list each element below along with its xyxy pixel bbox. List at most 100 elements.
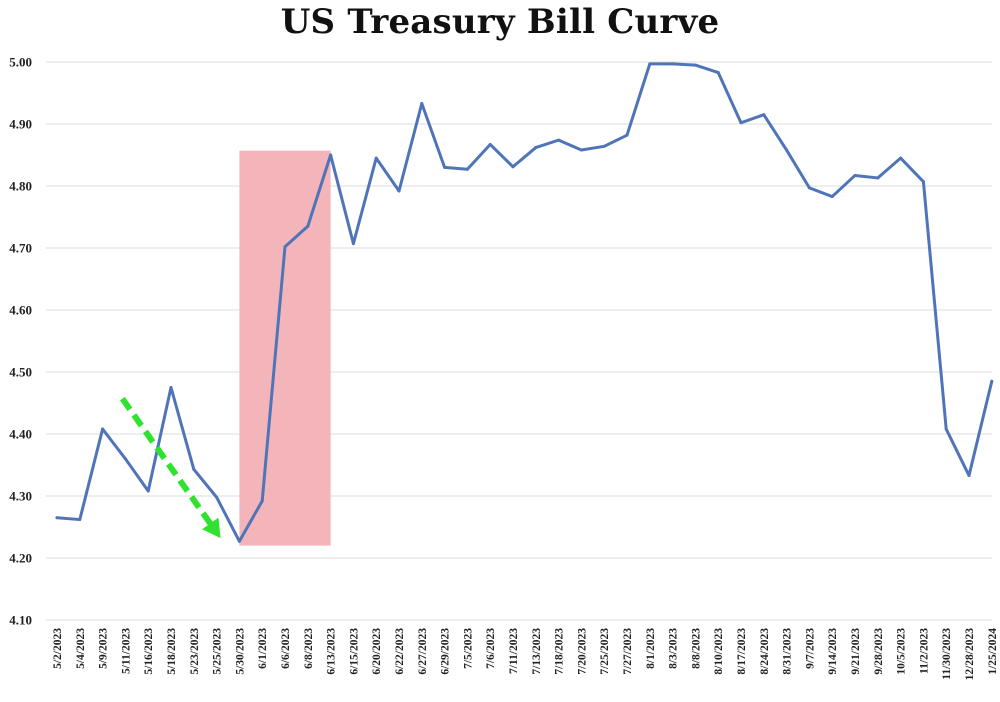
- x-tick-label: 8/1/2023: [645, 628, 657, 669]
- x-tick-label: 11/30/2023: [941, 628, 953, 680]
- data-point: [169, 386, 173, 389]
- data-point: [967, 474, 971, 478]
- series-layer: [55, 62, 994, 543]
- data-point: [807, 186, 811, 190]
- x-tick-label: 6/8/2023: [303, 628, 315, 669]
- grid-lines: [46, 61, 992, 621]
- data-point: [921, 180, 925, 184]
- x-tick-label: 7/20/2023: [576, 628, 588, 675]
- data-point: [420, 102, 424, 106]
- data-point: [899, 156, 903, 160]
- data-point: [876, 176, 880, 180]
- data-point: [283, 245, 287, 249]
- y-tick-label: 4.70: [9, 241, 32, 256]
- x-tick-label: 9/28/2023: [873, 628, 885, 675]
- x-tick-label: 5/11/2023: [120, 628, 132, 674]
- data-point: [78, 518, 82, 522]
- data-point: [511, 165, 515, 169]
- x-tick-label: 5/23/2023: [189, 628, 201, 675]
- data-point: [579, 148, 583, 152]
- x-tick-label: 5/18/2023: [166, 628, 178, 675]
- x-axis: 5/2/2023 5/4/2023 5/9/2023 5/11/2023 5/16/20…: [52, 628, 999, 681]
- x-tick-label: 5/25/2023: [212, 628, 224, 675]
- x-tick-label: 5/30/2023: [234, 628, 246, 675]
- data-point: [237, 539, 241, 543]
- dashed-arrow-head: [202, 517, 221, 539]
- data-point: [648, 62, 652, 66]
- data-point: [785, 148, 789, 152]
- data-point: [374, 156, 378, 160]
- series-line-0: [55, 62, 994, 543]
- data-point: [830, 195, 834, 199]
- x-tick-label: 6/20/2023: [371, 628, 383, 675]
- x-tick-label: 6/1/2023: [257, 628, 269, 669]
- x-tick-label: 9/21/2023: [850, 628, 862, 675]
- annotation-layer: [119, 396, 221, 539]
- x-tick-label: 9/7/2023: [804, 628, 816, 669]
- dashed-arrow-shaft: [119, 396, 216, 530]
- x-tick-label: 11/2/2023: [918, 628, 930, 674]
- x-tick-label: 5/9/2023: [98, 628, 110, 669]
- data-point: [990, 379, 994, 383]
- x-tick-label: 9/14/2023: [827, 628, 839, 675]
- y-tick-label: 5.00: [9, 55, 32, 70]
- y-axis: 4.10 4.20 4.30 4.40 4.50 4.60 4.70 4.80 4.90 5.00: [9, 55, 32, 628]
- x-tick-label: 6/15/2023: [348, 628, 360, 675]
- x-tick-label: 6/13/2023: [326, 628, 338, 675]
- x-tick-label: 5/16/2023: [143, 628, 155, 675]
- data-point: [260, 499, 264, 503]
- y-tick-label: 4.10: [9, 613, 32, 628]
- x-tick-label: 8/10/2023: [713, 628, 725, 675]
- y-tick-label: 4.20: [9, 551, 32, 566]
- data-point: [397, 189, 401, 193]
- data-point: [602, 144, 606, 148]
- x-tick-label: 6/29/2023: [440, 628, 452, 675]
- data-point: [123, 457, 127, 461]
- x-tick-label: 12/28/2023: [964, 628, 976, 681]
- data-point: [146, 489, 150, 493]
- x-tick-label: 5/2/2023: [52, 628, 64, 669]
- x-tick-label: 7/6/2023: [485, 628, 497, 669]
- data-point: [557, 138, 561, 142]
- x-tick-label: 8/3/2023: [668, 628, 680, 669]
- data-point: [716, 71, 720, 75]
- data-point: [215, 495, 219, 499]
- x-tick-label: 6/27/2023: [417, 628, 429, 675]
- y-tick-label: 4.50: [9, 365, 32, 380]
- data-point: [101, 427, 105, 431]
- data-point: [55, 516, 59, 520]
- data-point: [351, 242, 355, 246]
- data-point: [693, 63, 697, 67]
- x-tick-label: 7/5/2023: [462, 628, 474, 669]
- x-tick-label: 7/11/2023: [508, 628, 520, 674]
- data-point: [944, 427, 948, 431]
- data-point: [625, 133, 629, 137]
- x-tick-label: 8/8/2023: [690, 628, 702, 669]
- highlight-region: [239, 150, 331, 546]
- y-tick-label: 4.60: [9, 303, 32, 318]
- chart-title: US Treasury Bill Curve: [280, 2, 720, 42]
- data-point: [534, 146, 538, 150]
- x-tick-label: 7/18/2023: [554, 628, 566, 675]
- data-point: [739, 121, 743, 125]
- highlight-rect: [239, 150, 331, 546]
- y-tick-label: 4.90: [9, 117, 32, 132]
- data-point: [762, 113, 766, 117]
- data-point: [329, 153, 333, 157]
- x-tick-label: 10/5/2023: [896, 628, 908, 675]
- data-point: [671, 62, 675, 66]
- data-point: [306, 224, 310, 228]
- x-tick-label: 7/27/2023: [622, 628, 634, 675]
- data-point: [488, 142, 492, 146]
- x-tick-label: 7/13/2023: [531, 628, 543, 675]
- y-tick-label: 4.80: [9, 179, 32, 194]
- x-tick-label: 7/25/2023: [599, 628, 611, 675]
- data-point: [192, 467, 196, 471]
- x-tick-label: 1/25/2024: [987, 628, 999, 675]
- data-point: [853, 173, 857, 177]
- x-tick-label: 6/6/2023: [280, 628, 292, 669]
- x-tick-label: 5/4/2023: [75, 628, 87, 669]
- data-point: [465, 167, 469, 171]
